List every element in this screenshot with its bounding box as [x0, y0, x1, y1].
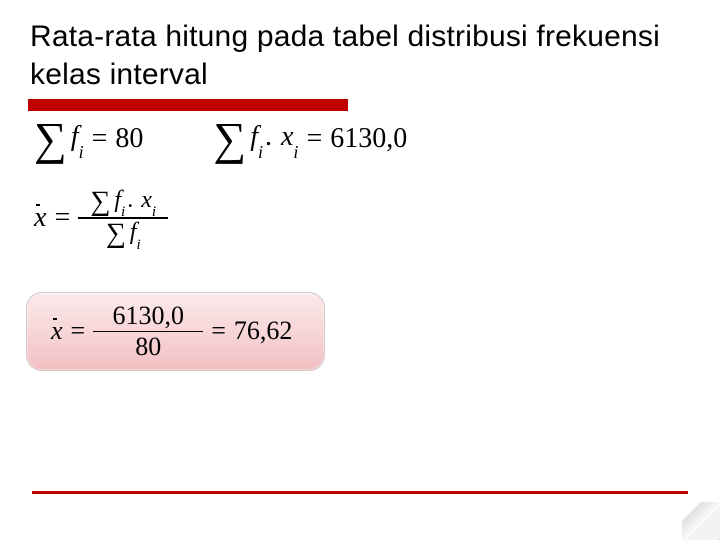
sub-i: i	[136, 237, 140, 253]
equals-sign: =	[306, 123, 322, 155]
sigma-icon: ∑	[34, 123, 67, 155]
numerator-value: 6130,0	[106, 301, 190, 331]
page-corner-fold	[682, 502, 720, 540]
overbar	[36, 204, 40, 206]
equals-sign: =	[92, 123, 108, 155]
bottom-rule	[32, 491, 688, 494]
numerator: ∑ fi. xi	[84, 187, 162, 218]
term-fi: fi	[130, 219, 141, 250]
denominator-value: 80	[129, 332, 167, 362]
term-fi: fi	[71, 121, 84, 157]
var-x: x	[34, 202, 46, 233]
slide-title: Rata-rata hitung pada tabel distribusi f…	[30, 18, 690, 93]
dot: .	[265, 121, 272, 152]
var-x: x	[141, 187, 152, 213]
var-x: x	[51, 316, 63, 345]
content-area: ∑ fi = 80 ∑ fi. xi = 6130,0 x =	[30, 121, 690, 371]
result-box: x = 6130,0 80 = 76,62	[26, 292, 325, 372]
equals-sign: =	[54, 202, 70, 234]
sub-i: i	[258, 142, 263, 162]
overbar	[53, 318, 57, 320]
xbar-symbol: x	[34, 202, 46, 234]
var-f: f	[71, 121, 79, 152]
term-fixi: fi. xi	[250, 121, 298, 157]
xbar-symbol: x	[51, 316, 63, 346]
numerator-number: 6130,0	[112, 301, 184, 331]
var-x: x	[281, 121, 293, 152]
denominator: ∑ fi	[100, 219, 147, 250]
fold-triangle	[686, 506, 720, 540]
equation-row-1: ∑ fi = 80 ∑ fi. xi = 6130,0	[34, 121, 690, 157]
sub-i: i	[293, 142, 298, 162]
fraction-result: 6130,0 80	[93, 301, 203, 363]
slide: Rata-rata hitung pada tabel distribusi f…	[0, 0, 720, 540]
value-sum-fixi: 6130,0	[330, 123, 407, 155]
equals-sign: =	[211, 316, 226, 346]
value-sum-fi: 80	[115, 123, 143, 155]
sub-i: i	[152, 204, 156, 220]
term-fixi: fi. xi	[114, 187, 156, 218]
var-f: f	[250, 121, 258, 152]
sum-fi-equation: ∑ fi = 80	[34, 121, 143, 157]
mean-formula: x = ∑ fi. xi ∑ fi	[34, 187, 690, 250]
fraction-formula: ∑ fi. xi ∑ fi	[78, 187, 168, 250]
denominator-number: 80	[135, 332, 161, 362]
sigma-icon: ∑	[106, 224, 126, 244]
dot: .	[127, 187, 133, 213]
sum-fixi-equation: ∑ fi. xi = 6130,0	[213, 121, 407, 157]
sigma-icon: ∑	[213, 123, 246, 155]
result-value: 76,62	[234, 316, 293, 346]
result-equation: x = 6130,0 80 = 76,62	[51, 301, 292, 363]
equals-sign: =	[71, 316, 86, 346]
sub-i: i	[79, 142, 84, 162]
title-underline	[28, 99, 348, 111]
sigma-icon: ∑	[90, 192, 110, 212]
sub-i: i	[121, 204, 125, 220]
